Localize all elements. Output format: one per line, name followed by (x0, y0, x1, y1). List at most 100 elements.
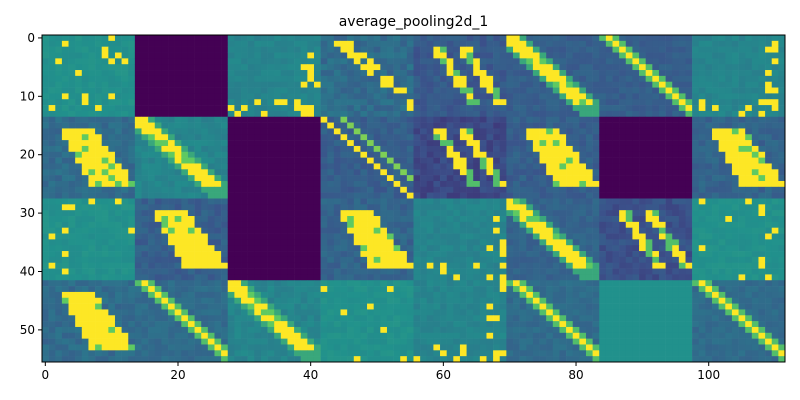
heatmap-cell (725, 186, 733, 193)
heatmap-cell (108, 35, 116, 42)
heatmap-cell (519, 175, 527, 182)
heatmap-cell (751, 105, 759, 112)
heatmap-cell (698, 70, 706, 77)
heatmap-cell (605, 251, 613, 258)
heatmap-cell (599, 75, 607, 83)
heatmap-cell (725, 180, 733, 188)
heatmap-cell (380, 245, 388, 252)
heatmap-cell (658, 210, 666, 217)
heatmap-cell (241, 262, 248, 269)
heatmap-cell (42, 227, 49, 234)
heatmap-cell (154, 110, 162, 118)
heatmap-cell (148, 297, 156, 304)
heatmap-cell (42, 110, 49, 118)
heatmap-cell (513, 221, 520, 228)
heatmap-cell (692, 262, 700, 269)
heatmap-cell (333, 204, 341, 211)
heatmap-cell (592, 262, 600, 269)
heatmap-cell (605, 134, 613, 141)
heatmap-cell (566, 239, 574, 246)
heatmap-cell (128, 134, 136, 141)
heatmap-cell (108, 163, 116, 170)
heatmap-cell (42, 169, 49, 176)
heatmap-cell (141, 169, 149, 176)
heatmap-cell (685, 163, 693, 170)
heatmap-cell (373, 81, 381, 88)
heatmap-cell (519, 221, 527, 228)
heatmap-cell (42, 291, 49, 299)
heatmap-cell (48, 286, 56, 293)
heatmap-cell (68, 157, 76, 164)
heatmap-cell (585, 175, 593, 182)
heatmap-cell (247, 75, 255, 83)
heatmap-cell (247, 46, 255, 53)
heatmap-cell (526, 46, 534, 53)
heatmap-cell (287, 180, 295, 188)
heatmap-cell (154, 233, 162, 240)
heatmap-cell (134, 157, 142, 164)
heatmap-tile (134, 35, 229, 118)
heatmap-cell (605, 186, 613, 193)
heatmap-cell (81, 186, 89, 193)
heatmap-cell (81, 326, 89, 334)
heatmap-cell (420, 99, 428, 106)
heatmap-cell (75, 239, 83, 246)
heatmap-cell (95, 221, 103, 228)
heatmap-cell (373, 198, 381, 205)
heatmap-cell (88, 134, 96, 141)
heatmap-cell (260, 163, 268, 170)
heatmap-cell (134, 251, 142, 258)
heatmap-cell (712, 157, 719, 164)
heatmap-cell (340, 186, 348, 193)
heatmap-cell (55, 58, 63, 65)
heatmap-cell (114, 81, 122, 88)
heatmap-cell (433, 268, 441, 275)
heatmap-cell (745, 180, 753, 188)
heatmap-cell (154, 303, 162, 310)
heatmap-cell (546, 128, 554, 135)
heatmap-cell (121, 338, 129, 345)
heatmap-cell (187, 210, 195, 217)
heatmap-cell (320, 268, 328, 275)
heatmap-cell (294, 122, 302, 129)
heatmap-cell (247, 274, 255, 281)
heatmap-cell (42, 163, 49, 170)
heatmap-cell (599, 251, 607, 258)
heatmap-cell (426, 75, 434, 83)
heatmap-cell (380, 58, 388, 65)
heatmap-cell (705, 210, 713, 217)
heatmap-cell (121, 87, 129, 94)
heatmap-cell (61, 350, 69, 357)
heatmap-cell (678, 180, 686, 188)
heatmap-cell (692, 198, 700, 205)
heatmap-cell (499, 198, 507, 205)
heatmap-cell (632, 128, 640, 135)
heatmap-cell (307, 145, 315, 153)
heatmap-cell (353, 157, 361, 164)
heatmap-cell (579, 70, 587, 77)
heatmap-cell (705, 163, 713, 170)
heatmap-cell (234, 145, 242, 153)
heatmap-cell (678, 256, 686, 264)
heatmap-cell (771, 239, 779, 246)
heatmap-cell (108, 52, 116, 59)
heatmap-cell (347, 70, 355, 77)
heatmap-cell (632, 134, 640, 141)
heatmap-cell (672, 110, 680, 118)
heatmap-cell (254, 239, 262, 246)
heatmap-cell (426, 116, 434, 123)
heatmap-cell (221, 169, 229, 176)
heatmap-cell (440, 151, 447, 158)
heatmap-cell (493, 35, 501, 42)
heatmap-cell (459, 134, 467, 141)
heatmap-cell (327, 134, 335, 141)
heatmap-cell (625, 233, 633, 240)
heatmap-cell (698, 140, 706, 147)
heatmap-cell (114, 303, 122, 310)
heatmap-cell (658, 262, 666, 269)
heatmap-cell (612, 93, 620, 100)
heatmap-cell (55, 245, 63, 252)
heatmap-cell (313, 204, 321, 211)
heatmap-cell (473, 64, 481, 71)
heatmap-cell (546, 105, 554, 112)
